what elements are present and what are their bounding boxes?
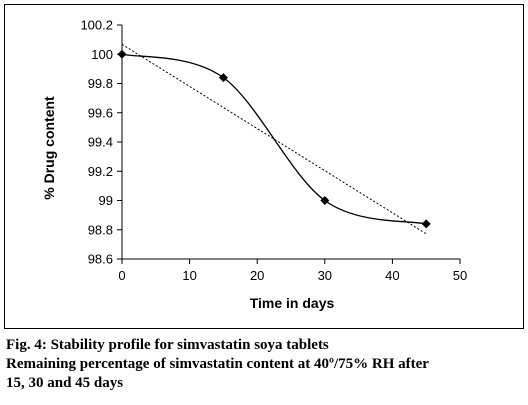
x-tick-label: 50 bbox=[453, 268, 467, 283]
y-tick-label: 98.8 bbox=[88, 222, 113, 237]
axes bbox=[117, 24, 461, 264]
y-tick-label: 98.6 bbox=[88, 252, 113, 267]
y-axis-title: % Drug content bbox=[41, 96, 57, 200]
caption-description-line2: 15, 30 and 45 days bbox=[6, 375, 124, 391]
data-point-marker bbox=[421, 219, 431, 229]
y-tick-label: 99.6 bbox=[88, 105, 113, 120]
x-tick-label: 20 bbox=[250, 268, 264, 283]
data-point-marker bbox=[320, 196, 330, 205]
y-tick-label: 100 bbox=[91, 47, 113, 62]
caption-title: Fig. 4: Stability profile for simvastati… bbox=[6, 337, 329, 353]
series-line bbox=[121, 53, 427, 225]
x-axis-title: Time in days bbox=[250, 295, 335, 311]
figure-caption: Fig. 4: Stability profile for simvastati… bbox=[6, 336, 524, 393]
x-tick-label: 30 bbox=[318, 268, 332, 283]
x-tick-label: 40 bbox=[385, 268, 399, 283]
x-tick-label: 10 bbox=[182, 268, 196, 283]
y-tick-label: 99.8 bbox=[88, 76, 113, 91]
x-tick-label: 0 bbox=[118, 268, 125, 283]
chart-plot: 0 10 20 30 40 50 98.6 98.8 99 99.2 99.4 99.6 99.8 100… bbox=[41, 18, 467, 312]
tick-labels: 0 10 20 30 40 50 98.6 98.8 99 99.2 99.4 99.6 99.8 100… bbox=[80, 18, 467, 284]
y-tick-label: 99 bbox=[99, 193, 113, 208]
data-point-marker bbox=[117, 49, 127, 59]
y-tick-label: 99.2 bbox=[88, 164, 113, 179]
y-tick-label: 99.4 bbox=[88, 135, 113, 150]
y-tick-label: 100.2 bbox=[80, 18, 113, 33]
data-point-marker bbox=[218, 73, 228, 83]
chart-frame: 0 10 20 30 40 50 98.6 98.8 99 99.2 99.4 99.6 99.8 100… bbox=[4, 4, 524, 329]
caption-description-line1: Remaining percentage of simvastatin cont… bbox=[6, 356, 429, 372]
data-markers bbox=[117, 49, 431, 229]
